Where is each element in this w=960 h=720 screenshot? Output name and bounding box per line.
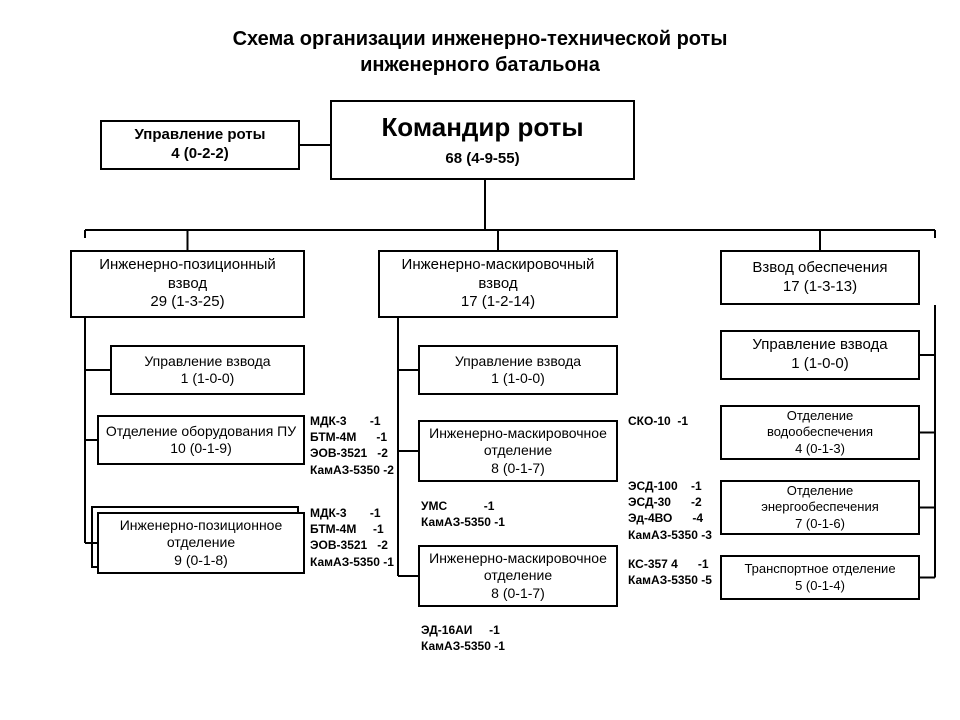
unit-box-right-1-line1: Отделение	[787, 408, 854, 424]
equipment-right-1: ЭСД-100 -1 ЭСД-30 -2 Эд-4ВО -4 КамАЗ-535…	[628, 478, 712, 543]
platoon-header-mid: Инженерно-маскировочныйвзвод17 (1-2-14)	[378, 250, 618, 318]
platoon-header-left: Инженерно-позиционныйвзвод29 (1-3-25)	[70, 250, 305, 318]
equipment-left-1: МДК-3 -1 БТМ-4М -1 ЭОВ-3521 -2 КамАЗ-535…	[310, 505, 394, 570]
unit-box-right-1-line2: водообеспечения	[767, 424, 873, 440]
unit-box-left-0-line1: Управление взвода	[144, 353, 270, 371]
unit-box-right-0-line1: Управление взвода	[752, 336, 887, 355]
unit-box-right-3-line2: 5 (0-1-4)	[795, 578, 845, 594]
unit-box-right-2-line3: 7 (0-1-6)	[795, 516, 845, 532]
diagram-title-line2: инженерного батальона	[0, 54, 960, 77]
node-company-hq-label: Управление роты	[135, 126, 266, 145]
unit-box-right-1-line3: 4 (0-1-3)	[795, 441, 845, 457]
node-commander: Командир роты 68 (4-9-55)	[330, 100, 635, 180]
unit-box-mid-0: Управление взвода1 (1-0-0)	[418, 345, 618, 395]
unit-box-right-2-line2: энергообеспечения	[761, 499, 879, 515]
unit-box-left-1-line2: 10 (0-1-9)	[170, 440, 231, 458]
equipment-mid-1: ЭД-16АИ -1 КамАЗ-5350 -1	[421, 622, 505, 654]
unit-box-mid-2-line1: Инженерно-маскировочное	[429, 550, 607, 568]
unit-box-right-0-line2: 1 (1-0-0)	[791, 355, 849, 374]
unit-box-mid-1-line3: 8 (0-1-7)	[491, 460, 545, 478]
platoon-header-right-line1: Взвод обеспечения	[752, 259, 887, 278]
platoon-header-mid-line2: взвод	[478, 275, 517, 294]
unit-box-mid-0-line1: Управление взвода	[455, 353, 581, 371]
unit-box-left-1-line1: Отделение оборудования ПУ	[106, 423, 296, 441]
unit-box-left-0-line2: 1 (1-0-0)	[181, 370, 235, 388]
unit-box-right-2-line1: Отделение	[787, 483, 854, 499]
unit-box-mid-0-line2: 1 (1-0-0)	[491, 370, 545, 388]
node-commander-label: Командир роты	[381, 111, 583, 144]
unit-box-left-2-line1: Инженерно-позиционное	[120, 517, 283, 535]
unit-box-left-2: Инженерно-позиционноеотделение9 (0-1-8)	[97, 512, 305, 574]
unit-box-right-0: Управление взвода1 (1-0-0)	[720, 330, 920, 380]
diagram-title-line1: Схема организации инженерно-технической …	[0, 28, 960, 51]
equipment-right-2: КС-357 4 -1 КамАЗ-5350 -5	[628, 556, 712, 588]
unit-box-left-2-line3: 9 (0-1-8)	[174, 552, 228, 570]
equipment-left-0: МДК-3 -1 БТМ-4М -1 ЭОВ-3521 -2 КамАЗ-535…	[310, 413, 394, 478]
unit-box-right-3: Транспортное отделение5 (0-1-4)	[720, 555, 920, 600]
unit-box-right-1: Отделениеводообеспечения4 (0-1-3)	[720, 405, 920, 460]
node-company-hq-count: 4 (0-2-2)	[171, 145, 229, 164]
unit-box-left-2-line2: отделение	[167, 534, 235, 552]
unit-box-mid-1: Инженерно-маскировочноеотделение8 (0-1-7…	[418, 420, 618, 482]
platoon-header-right: Взвод обеспечения17 (1-3-13)	[720, 250, 920, 305]
node-commander-count: 68 (4-9-55)	[445, 150, 519, 169]
unit-box-mid-2-line3: 8 (0-1-7)	[491, 585, 545, 603]
platoon-header-mid-line3: 17 (1-2-14)	[461, 293, 535, 312]
unit-box-mid-1-line1: Инженерно-маскировочное	[429, 425, 607, 443]
equipment-right-0: СКО-10 -1	[628, 413, 688, 429]
platoon-header-left-line3: 29 (1-3-25)	[150, 293, 224, 312]
unit-box-mid-2-line2: отделение	[484, 567, 552, 585]
platoon-header-right-line2: 17 (1-3-13)	[783, 278, 857, 297]
unit-box-mid-1-line2: отделение	[484, 442, 552, 460]
node-company-hq: Управление роты4 (0-2-2)	[100, 120, 300, 170]
unit-box-left-1: Отделение оборудования ПУ10 (0-1-9)	[97, 415, 305, 465]
unit-box-mid-2: Инженерно-маскировочноеотделение8 (0-1-7…	[418, 545, 618, 607]
platoon-header-left-line2: взвод	[168, 275, 207, 294]
equipment-mid-0: УМС -1 КамАЗ-5350 -1	[421, 498, 505, 530]
unit-box-left-0: Управление взвода1 (1-0-0)	[110, 345, 305, 395]
unit-box-right-2: Отделениеэнергообеспечения7 (0-1-6)	[720, 480, 920, 535]
unit-box-right-3-line1: Транспортное отделение	[744, 561, 895, 577]
platoon-header-left-line1: Инженерно-позиционный	[99, 256, 276, 275]
platoon-header-mid-line1: Инженерно-маскировочный	[402, 256, 595, 275]
